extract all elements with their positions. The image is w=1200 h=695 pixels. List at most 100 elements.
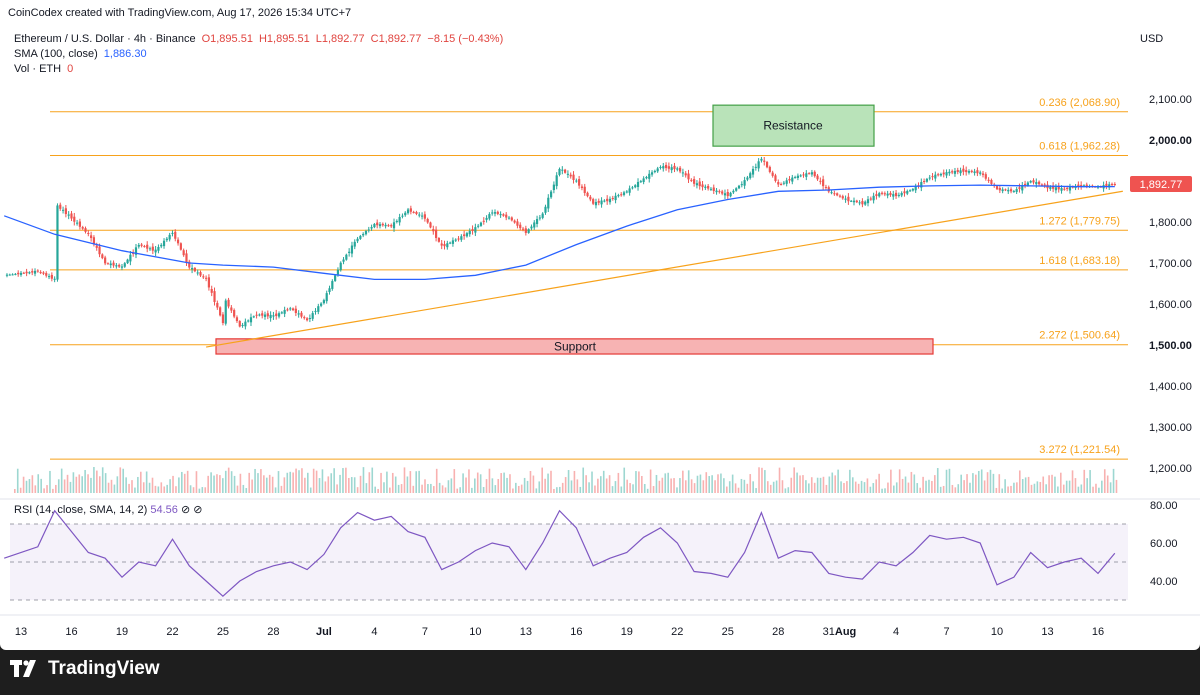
volume-bar (66, 474, 69, 493)
candle-body (171, 232, 174, 234)
candle-body (81, 227, 84, 229)
candle-body (8, 274, 11, 276)
price-axis-tick: 1,800.00 (1149, 217, 1192, 229)
volume-bar (966, 474, 968, 493)
currency-label[interactable]: USD (1140, 33, 1164, 45)
volume-bar (881, 488, 883, 493)
volume-bar (1095, 483, 1097, 493)
tradingview-logo-icon (10, 660, 40, 678)
volume-bar (843, 482, 845, 493)
volume-bar (63, 479, 66, 493)
x-axis-tick: 13 (520, 626, 532, 638)
volume-bar (878, 473, 880, 493)
volume-bar (553, 488, 555, 493)
volume-bar (972, 473, 974, 493)
support-zone (215, 338, 934, 355)
volume-bar (1089, 470, 1091, 493)
volume-bar (391, 472, 394, 493)
candle-body (667, 166, 670, 169)
candle-body (547, 197, 550, 209)
volume-bar (389, 487, 391, 493)
candle-body (92, 237, 96, 245)
volume-bar (315, 470, 318, 493)
candle-body (39, 272, 42, 274)
volume-bar (840, 481, 842, 493)
candle-body (463, 234, 466, 237)
candle-body (566, 173, 570, 175)
volume-label[interactable]: Vol · ETH (14, 63, 62, 75)
candle-body (1113, 184, 1116, 186)
rsi-label[interactable]: RSI (14, close, SMA, 14, 2) (14, 504, 148, 516)
candle-body (998, 187, 1001, 191)
volume-bar (711, 475, 713, 493)
volume-bar (954, 487, 957, 493)
candle-body (965, 170, 968, 173)
candle-body (698, 181, 701, 187)
volume-bar (649, 469, 652, 493)
candle-body (401, 215, 404, 217)
candle-body (370, 227, 373, 229)
volume-bar (485, 479, 488, 493)
price-chart-svg[interactable]: 0.236 (2,068.90) 0.618 (1,962.28) 1.272 (1… (0, 0, 1200, 650)
candle-body (465, 233, 469, 237)
volume-bar (1106, 475, 1109, 493)
volume-bar (963, 480, 965, 493)
volume-bar (84, 469, 86, 493)
candle-body (317, 306, 320, 312)
volume-bar (939, 486, 942, 493)
volume-bar (1013, 482, 1015, 493)
x-axis-tick: 7 (943, 626, 949, 638)
volume-bar (409, 471, 412, 493)
volume-bar (1045, 484, 1047, 493)
sma-line (3, 184, 1115, 281)
candle-body (552, 184, 555, 191)
volume-bar (585, 475, 587, 493)
volume-bar (796, 472, 798, 493)
candle-body (196, 272, 199, 274)
volume-bar (755, 488, 757, 493)
volume-bar (432, 486, 435, 493)
volume-bar (1004, 479, 1006, 493)
x-axis-tick: 31 (823, 626, 835, 638)
symbol-name[interactable]: Ethereum / U.S. Dollar · 4h · Binance (14, 33, 196, 45)
candle-body (620, 194, 623, 196)
candle-body (297, 313, 300, 315)
volume-bar (403, 467, 406, 493)
volume-bar (195, 471, 198, 493)
volume-bar (312, 468, 315, 493)
volume-bar (22, 476, 25, 493)
sma-label[interactable]: SMA (100, close) (14, 48, 98, 60)
volume-bar (664, 473, 667, 493)
volume-bar (769, 484, 772, 493)
volume-bar (951, 484, 954, 493)
candle-body (202, 276, 205, 278)
price-axis-tick: 1,600.00 (1149, 299, 1192, 311)
candle-body (104, 257, 107, 264)
volume-bar (731, 474, 734, 493)
volume-bar (670, 478, 672, 493)
x-axis-tick: 10 (469, 626, 481, 638)
candle-body (350, 245, 354, 254)
candle-body (176, 239, 180, 244)
volume-bar (884, 488, 886, 493)
candle-body (367, 229, 370, 231)
candle-body (589, 196, 592, 200)
price-axis-tick: 1,400.00 (1149, 381, 1192, 393)
candle-body (925, 178, 929, 182)
candle-body (648, 173, 651, 179)
candle-body (376, 222, 379, 226)
volume-bar (1007, 486, 1009, 493)
candle-body (1068, 186, 1072, 191)
candle-body (109, 263, 112, 266)
volume-bar (828, 476, 831, 493)
candle-body (976, 170, 979, 174)
candle-body (712, 187, 715, 192)
volume-bar (34, 485, 37, 493)
volume-bar (265, 477, 268, 493)
candle-body (521, 228, 525, 230)
candle-body (392, 222, 396, 229)
candle-body (101, 254, 104, 259)
candle-body (513, 220, 516, 223)
volume-bar (128, 483, 130, 493)
candle-body (880, 192, 884, 194)
